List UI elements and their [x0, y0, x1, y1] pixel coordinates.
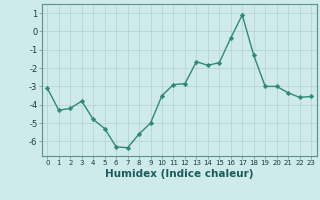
- X-axis label: Humidex (Indice chaleur): Humidex (Indice chaleur): [105, 169, 253, 179]
